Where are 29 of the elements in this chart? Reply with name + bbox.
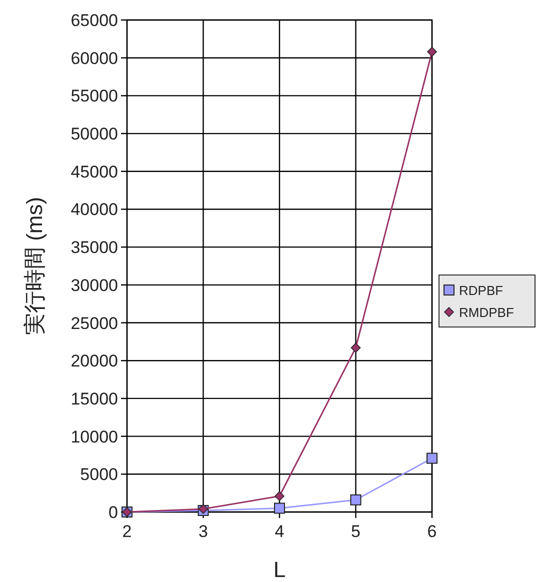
y-axis-title: 実行時間 (ms) (22, 196, 47, 336)
y-tick-label: 60000 (70, 48, 118, 68)
y-tick-label: 50000 (70, 124, 118, 144)
legend-label: RMDPBF (459, 305, 514, 320)
y-tick-label: 40000 (70, 200, 118, 220)
y-tick-label: 30000 (70, 276, 118, 295)
point (350, 342, 361, 353)
x-tick-label: 3 (198, 522, 208, 541)
y-tick-label: 0 (108, 503, 118, 522)
x-tick-label: 6 (427, 522, 437, 541)
y-tick-label: 25000 (70, 314, 118, 333)
y-tick-label: 15000 (70, 389, 118, 408)
y-tick-label: 10000 (70, 427, 118, 446)
x-tick-label: 4 (274, 522, 284, 541)
point (427, 46, 437, 57)
point (426, 452, 438, 464)
x-tick-label: 2 (122, 522, 132, 541)
y-tick-label: 65000 (70, 11, 118, 30)
y-tick-label: 5000 (80, 465, 118, 484)
legend-label: RDPBF (459, 283, 504, 298)
point (350, 494, 362, 506)
x-tick-label: 5 (351, 522, 360, 541)
y-tick-label: 45000 (70, 162, 118, 182)
y-tick-label: 55000 (70, 86, 118, 106)
x-axis-title: L (273, 557, 286, 582)
point (274, 491, 284, 502)
y-tick-label: 35000 (70, 238, 118, 258)
y-tick-label: 20000 (70, 352, 118, 371)
point (274, 502, 285, 514)
